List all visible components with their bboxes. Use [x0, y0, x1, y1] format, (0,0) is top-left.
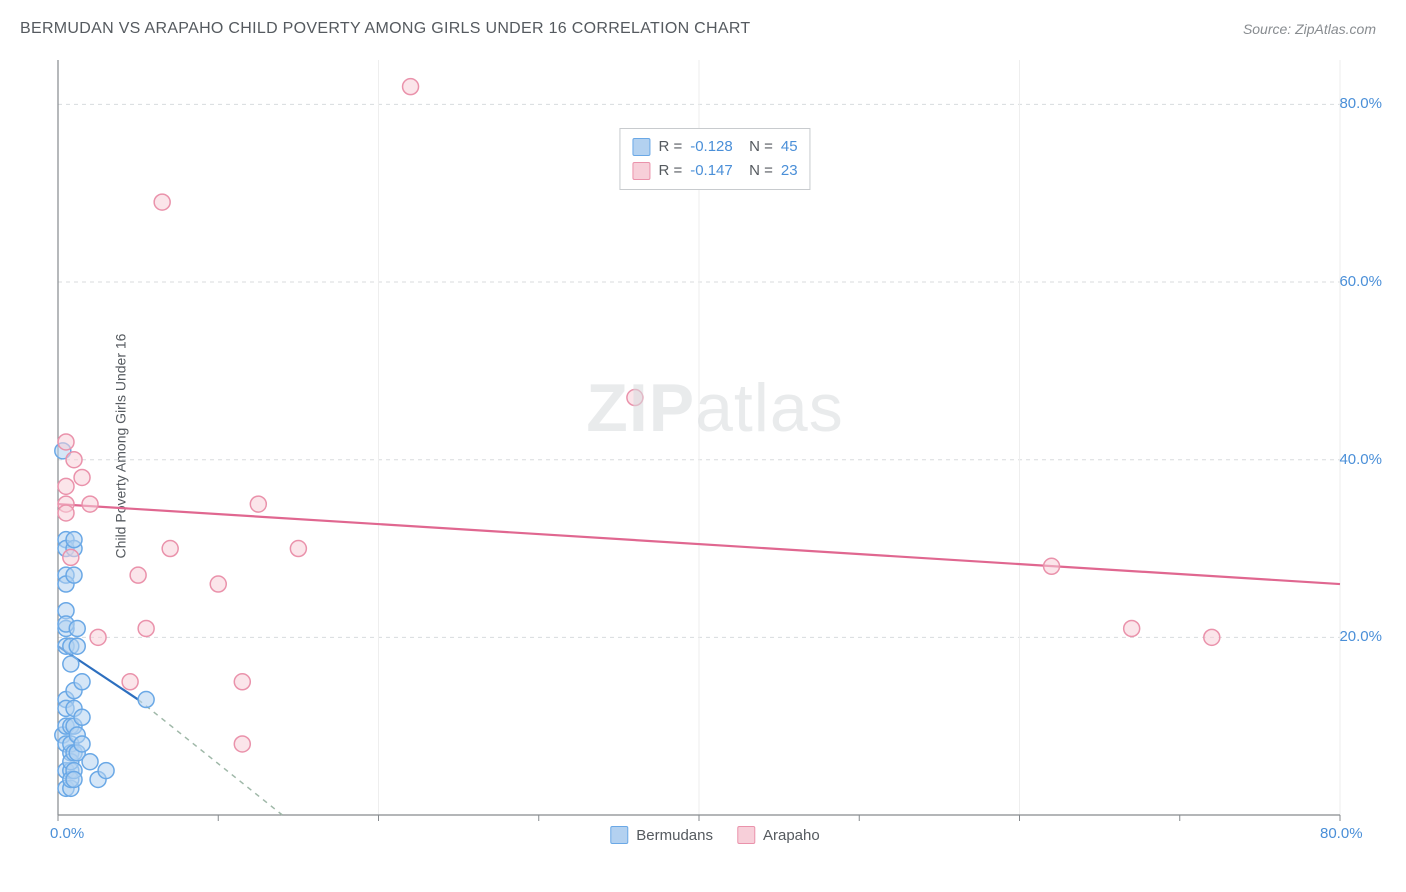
legend-item-bermudans: Bermudans	[610, 826, 713, 844]
y-tick-label: 20.0%	[1339, 628, 1382, 645]
x-tick-label: 0.0%	[50, 825, 84, 842]
swatch-bermudans	[610, 826, 628, 844]
y-tick-label: 60.0%	[1339, 273, 1382, 290]
legend-r-label: R =	[658, 135, 682, 159]
series-legend: Bermudans Arapaho	[610, 826, 819, 844]
legend-n-label: N =	[741, 159, 773, 183]
correlation-legend: R = -0.128 N = 45 R = -0.147 N = 23	[619, 128, 810, 190]
y-tick-label: 40.0%	[1339, 451, 1382, 468]
legend-row-arapaho: R = -0.147 N = 23	[632, 159, 797, 183]
chart-area: ZIPatlas R = -0.128 N = 45 R = -0.147 N …	[50, 60, 1380, 850]
y-tick-label: 80.0%	[1339, 95, 1382, 112]
swatch-arapaho	[632, 162, 650, 180]
chart-header: BERMUDAN VS ARAPAHO CHILD POVERTY AMONG …	[0, 0, 1406, 48]
legend-label-1: Arapaho	[763, 827, 820, 844]
legend-r-label: R =	[658, 159, 682, 183]
legend-n-value-1: 23	[781, 159, 798, 183]
legend-row-bermudans: R = -0.128 N = 45	[632, 135, 797, 159]
chart-title: BERMUDAN VS ARAPAHO CHILD POVERTY AMONG …	[20, 20, 751, 38]
legend-label-0: Bermudans	[636, 827, 713, 844]
swatch-bermudans	[632, 138, 650, 156]
legend-r-value-0: -0.128	[690, 135, 733, 159]
legend-r-value-1: -0.147	[690, 159, 733, 183]
legend-n-value-0: 45	[781, 135, 798, 159]
source-attribution: Source: ZipAtlas.com	[1243, 21, 1376, 37]
legend-item-arapaho: Arapaho	[737, 826, 820, 844]
x-tick-label: 80.0%	[1320, 825, 1363, 842]
swatch-arapaho	[737, 826, 755, 844]
legend-n-label: N =	[741, 135, 773, 159]
